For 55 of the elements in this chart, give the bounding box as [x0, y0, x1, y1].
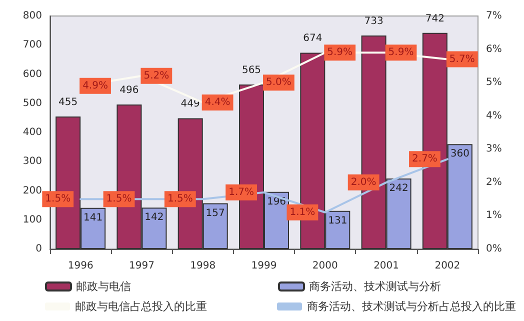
- x-tick-label: 1997: [128, 260, 154, 272]
- data-label: 5.0%: [266, 77, 292, 88]
- y-tick-label: 0: [36, 244, 42, 254]
- y-tick-label: 500: [22, 98, 42, 109]
- data-label: 5.2%: [144, 70, 170, 82]
- data-label: 565: [242, 64, 262, 76]
- legend-label: 商务活动、技术测试与分析占总投入的比重: [307, 300, 516, 313]
- data-label: 196: [266, 196, 286, 208]
- data-label: 496: [120, 85, 139, 96]
- x-tick-label: 1996: [68, 260, 94, 272]
- y2-tick-label: 1%: [486, 210, 502, 222]
- y2-tick-label: 7%: [486, 10, 502, 22]
- x-tick-label: 1999: [251, 260, 277, 272]
- y-tick-label: 300: [22, 156, 42, 168]
- data-label: 2.0%: [350, 176, 376, 188]
- data-label: 5.9%: [388, 47, 414, 58]
- y2-tick-label: 0%: [486, 244, 502, 254]
- data-label: 2.7%: [412, 154, 438, 165]
- data-label: 141: [84, 212, 103, 224]
- y-tick-label: 400: [22, 127, 42, 138]
- legend-label: 邮政与电信占总投入的比重: [75, 300, 207, 313]
- data-label: 360: [450, 148, 470, 160]
- data-label: 242: [389, 183, 408, 194]
- data-label: 5.9%: [327, 47, 353, 58]
- data-label: 4.9%: [82, 80, 108, 92]
- x-tick-label: 2001: [374, 260, 400, 272]
- data-label: 455: [58, 96, 78, 108]
- x-tick-label: 2000: [312, 260, 338, 272]
- y2-tick-label: 6%: [486, 44, 502, 55]
- data-label: 5.7%: [449, 54, 475, 65]
- y-tick-label: 100: [22, 214, 42, 226]
- x-tick-label: 2002: [434, 260, 460, 272]
- data-label: 1.5%: [167, 194, 193, 205]
- y2-tick-label: 5%: [486, 77, 502, 88]
- data-label: 1.5%: [106, 194, 132, 205]
- data-label: 157: [206, 208, 225, 219]
- data-label: 674: [303, 33, 322, 44]
- x-tick-label: 1998: [190, 260, 216, 272]
- data-label: 733: [364, 16, 384, 28]
- data-label: 142: [144, 212, 164, 224]
- y-tick-label: 700: [22, 40, 42, 51]
- y-tick-label: 600: [22, 68, 42, 80]
- legend-label: 邮政与电信: [76, 280, 131, 293]
- data-label: 131: [328, 215, 348, 226]
- y2-tick-label: 4%: [486, 110, 502, 122]
- y-tick-label: 800: [22, 10, 42, 22]
- data-label: 1.7%: [228, 186, 254, 198]
- y2-tick-label: 2%: [486, 176, 502, 188]
- y2-tick-label: 3%: [486, 144, 502, 155]
- data-label: 742: [425, 13, 444, 24]
- data-label: 1.5%: [45, 194, 71, 205]
- legend-label: 商务活动、技术测试与分析: [309, 280, 441, 293]
- data-label: 1.1%: [290, 206, 316, 218]
- y-tick-label: 200: [22, 185, 42, 196]
- data-label: 4.4%: [204, 97, 230, 108]
